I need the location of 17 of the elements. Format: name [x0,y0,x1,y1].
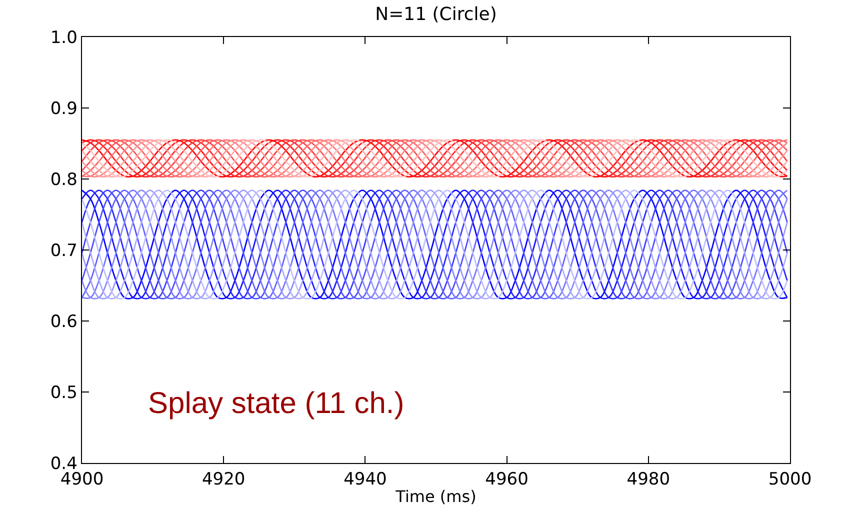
x-axis-title: Time (ms) [394,487,476,506]
y-tick-label: 1.0 [50,28,78,48]
y-tick-label: 0.6 [50,312,78,332]
chart-title: N=11 (Circle) [375,4,497,26]
annotation: Splay state (11 ch.) [148,387,404,420]
y-tick-label: 0.5 [50,382,78,403]
x-tick-label: 4940 [344,470,387,490]
y-tick-label: 0.8 [50,170,78,190]
y-tick-label: 0.7 [50,240,78,261]
line-series [82,139,788,178]
x-tick-label: 4960 [485,470,528,490]
y-tick-label: 0.9 [50,98,78,119]
x-tick-label: 5000 [768,470,812,490]
x-tick-label: 4920 [202,470,246,490]
x-tick-label: 4980 [626,470,670,490]
x-tick-label: 4900 [60,470,104,490]
line-series [82,190,788,300]
